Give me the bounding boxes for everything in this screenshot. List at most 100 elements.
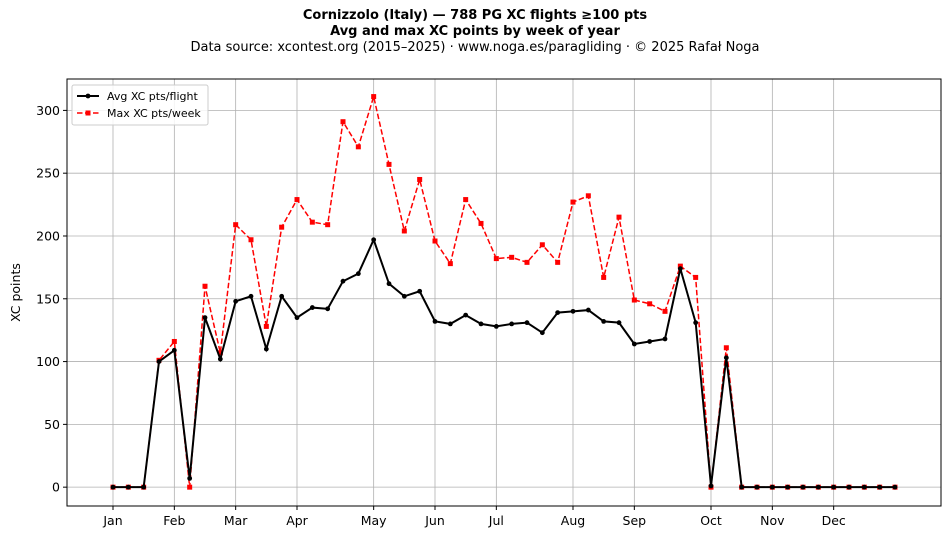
- data-point: [156, 359, 162, 364]
- data-point: [432, 238, 438, 244]
- data-point: [248, 293, 254, 299]
- data-point: [417, 176, 423, 182]
- data-point: [493, 256, 499, 262]
- data-point: [202, 283, 208, 289]
- data-point: [631, 297, 637, 303]
- data-point: [187, 475, 193, 481]
- legend-box: [71, 84, 209, 126]
- data-point: [233, 222, 239, 228]
- data-point: [386, 281, 392, 287]
- x-tick-label: Oct: [700, 513, 722, 528]
- x-tick-label: Feb: [163, 513, 185, 528]
- y-tick-label: 200: [36, 228, 60, 243]
- data-point: [708, 483, 714, 489]
- data-point: [294, 197, 300, 203]
- data-point: [371, 94, 377, 100]
- data-point: [355, 144, 361, 150]
- data-point: [831, 484, 837, 490]
- legend-marker: [85, 93, 91, 99]
- plot-frame: [66, 78, 942, 507]
- data-point: [447, 321, 453, 327]
- x-tick-label: Jun: [424, 513, 445, 528]
- data-point: [539, 330, 545, 336]
- data-point: [279, 224, 285, 230]
- data-point: [171, 347, 177, 353]
- data-point: [861, 484, 867, 490]
- x-tick-label: Sep: [623, 513, 647, 528]
- data-point: [478, 220, 484, 226]
- series-line: [113, 237, 895, 489]
- data-point: [524, 320, 530, 326]
- data-point: [110, 484, 116, 490]
- x-tick-label: Apr: [286, 513, 308, 528]
- chart-source-note: Data source: xcontest.org (2015–2025) · …: [190, 40, 760, 55]
- data-point: [785, 484, 791, 490]
- y-tick-label: 0: [52, 480, 60, 495]
- series-max: [110, 93, 898, 490]
- x-tick-label: Mar: [224, 513, 248, 528]
- legend-label: Max XC pts/week: [107, 107, 201, 120]
- legend: Avg XC pts/flight Max XC pts/week: [71, 84, 209, 126]
- chart-title: Cornizzolo (Italy) — 788 PG XC flights ≥…: [302, 8, 648, 23]
- data-point: [309, 305, 315, 310]
- data-point: [555, 310, 561, 315]
- x-tick-label: Nov: [760, 513, 785, 528]
- data-point: [340, 278, 346, 284]
- data-point: [463, 197, 469, 203]
- ticks: Jan Feb Mar Apr May Jun Jul Aug Sep Oct Nov Dec 0 50 1…: [36, 103, 846, 528]
- data-point: [677, 266, 683, 272]
- grid: [67, 79, 941, 506]
- data-point: [892, 484, 898, 490]
- x-tick-label: Jul: [488, 513, 504, 528]
- data-point: [202, 315, 208, 321]
- data-point: [217, 350, 223, 356]
- data-point: [555, 259, 561, 265]
- data-point: [723, 345, 729, 351]
- data-point: [401, 293, 407, 299]
- data-point: [616, 320, 622, 326]
- data-point: [570, 308, 576, 314]
- x-tick-label: Aug: [561, 513, 585, 528]
- data-point: [248, 237, 254, 243]
- data-point: [585, 193, 591, 199]
- data-point: [263, 346, 269, 352]
- y-axis-label: XC points: [8, 263, 23, 322]
- data-point: [463, 312, 469, 318]
- data-point: [355, 271, 361, 277]
- chart-subtitle: Avg and max XC points by week of year: [330, 24, 620, 39]
- data-point: [585, 307, 591, 313]
- data-point: [846, 484, 852, 490]
- data-point: [509, 321, 515, 327]
- y-tick-label: 100: [36, 354, 60, 369]
- x-tick-label: Jan: [102, 513, 122, 528]
- data-point: [294, 315, 300, 321]
- y-tick-label: 150: [36, 291, 60, 306]
- data-point: [616, 214, 622, 220]
- data-point: [539, 242, 545, 248]
- data-point: [371, 237, 377, 243]
- x-tick-label: Dec: [822, 513, 846, 528]
- x-tick-label: May: [361, 513, 387, 528]
- data-point: [509, 254, 515, 260]
- data-point: [739, 484, 745, 490]
- data-point: [432, 318, 438, 324]
- data-point: [754, 484, 760, 490]
- data-point: [217, 356, 223, 362]
- data-point: [141, 484, 147, 490]
- data-point: [631, 341, 637, 347]
- data-point: [662, 336, 668, 342]
- data-point: [187, 484, 193, 490]
- y-tick-label: 50: [44, 417, 60, 432]
- data-point: [647, 339, 653, 344]
- data-point: [279, 293, 285, 299]
- series-line: [113, 93, 895, 488]
- data-point: [325, 222, 331, 228]
- data-point: [524, 259, 530, 265]
- data-point: [386, 161, 392, 167]
- data-point: [171, 338, 177, 344]
- data-point: [647, 301, 653, 307]
- series-layer: [110, 93, 898, 490]
- data-point: [815, 484, 821, 490]
- y-tick-label: 250: [36, 166, 60, 181]
- data-point: [723, 355, 729, 361]
